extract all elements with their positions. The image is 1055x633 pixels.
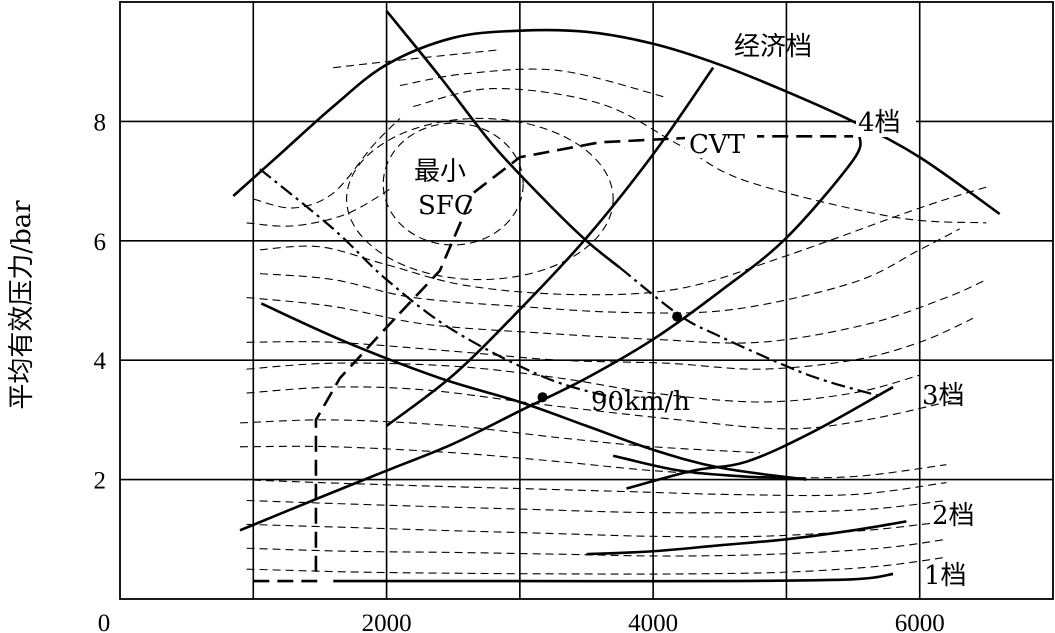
- x-tick-label: 2000: [362, 610, 412, 633]
- sfc-contour-line: [246, 317, 974, 370]
- series-cvt: [253, 135, 854, 583]
- sfc-contour-layer: [239, 49, 987, 575]
- y-tick-label: 2: [94, 468, 107, 495]
- y-axis-label: 平均有效压力/bar: [7, 200, 37, 410]
- sfc-contour-line: [246, 279, 987, 344]
- sfc-contour-line: [246, 186, 394, 227]
- sfc-contour-line: [246, 499, 947, 514]
- y-tick-label: 6: [94, 229, 107, 256]
- gear3-label: 3档: [922, 381, 965, 411]
- sfc-contour-ellipse: [346, 117, 614, 281]
- cvt-label: CVT: [689, 130, 746, 160]
- series-layer: [232, 10, 1001, 583]
- sfc-contour-line: [246, 556, 947, 575]
- series-gear2-upper: [626, 385, 894, 490]
- intersection-marker: [672, 311, 683, 322]
- sfc-contour-line: [239, 445, 947, 479]
- tick-layer: 0 2000 4000 6000 2 4 6 8: [94, 109, 945, 633]
- marker-layer: [537, 311, 683, 403]
- sfc-contour-line: [246, 520, 947, 538]
- sfc-contour-line: [253, 118, 401, 209]
- cvt-label-bg: [685, 128, 757, 158]
- sfc-contour-line: [239, 419, 760, 454]
- y-tick-label: 8: [94, 109, 107, 136]
- y-tick-label: 4: [94, 348, 107, 375]
- sfc-contour-line: [239, 479, 947, 497]
- gear1-label: 1档: [924, 561, 967, 591]
- speed-90-label: 90km/h: [591, 387, 690, 417]
- sfc-contour-line: [399, 68, 667, 99]
- series-speed-90-lower-branch: [612, 454, 794, 480]
- series-speed-90-solid-lower: [260, 302, 807, 481]
- intersection-marker: [537, 392, 548, 403]
- economy-gear-label: 经济档: [734, 32, 812, 62]
- sfc-contour-line: [246, 362, 920, 403]
- sfc-contour-line: [333, 49, 500, 69]
- grid-layer: [120, 2, 1053, 599]
- x-tick-label: 6000: [895, 610, 945, 633]
- series-gear1: [333, 572, 894, 583]
- gear4-label: 4档: [858, 108, 901, 138]
- min-sfc-label-line1: 最小: [414, 157, 466, 187]
- sfc-contour-line: [259, 228, 960, 314]
- x-tick-label: 4000: [628, 610, 678, 633]
- x-tick-label: 0: [98, 610, 111, 633]
- series-max-torque: [232, 28, 1001, 215]
- series-gear3: [239, 135, 862, 532]
- series-speed-90-solid-upper: [385, 10, 621, 269]
- series-gear2-lower: [586, 520, 907, 556]
- sfc-contour-line: [246, 538, 947, 557]
- sfc-contour-ellipse: [382, 122, 524, 246]
- series-speed-90-dashdot-upper: [619, 266, 881, 398]
- series-speed-90-dashdot: [259, 168, 621, 401]
- sfc-contour-line: [259, 186, 987, 296]
- gear2-label: 2档: [932, 501, 975, 531]
- min-sfc-label-line2: SFC: [418, 191, 474, 221]
- gear4-label-bg: [856, 103, 916, 137]
- plot-frame: [119, 1, 1054, 600]
